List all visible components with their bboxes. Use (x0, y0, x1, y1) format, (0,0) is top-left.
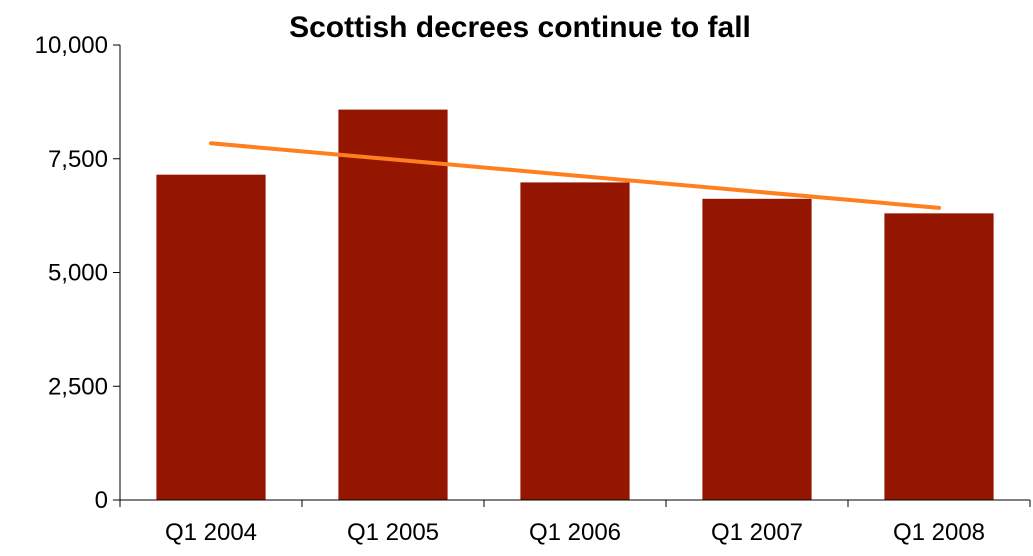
x-tick-label: Q1 2004 (165, 519, 257, 546)
bars-layer (156, 109, 994, 501)
y-tick-label: 10,000 (35, 32, 108, 59)
y-tick-label: 7,500 (48, 146, 108, 173)
labels-layer: 0 2,500 5,000 7,500 10,000 Q1 2004 Q1 2005 Q1 2… (35, 32, 985, 546)
trendline (209, 141, 941, 210)
bar (520, 182, 630, 500)
trendline-layer (209, 141, 941, 210)
bar (884, 213, 994, 500)
y-tick-label: 2,500 (48, 373, 108, 400)
axes-layer (113, 44, 1031, 507)
x-tick-label: Q1 2005 (347, 519, 439, 546)
bar (702, 198, 812, 501)
bar (156, 174, 266, 501)
x-tick-label: Q1 2007 (711, 519, 803, 546)
chart-title: Scottish decrees continue to fall (289, 11, 751, 44)
y-tick-label: 5,000 (48, 260, 108, 287)
y-tick-label: 0 (95, 487, 108, 514)
bar (338, 109, 448, 501)
x-tick-label: Q1 2006 (529, 519, 621, 546)
x-tick-label: Q1 2008 (893, 519, 985, 546)
